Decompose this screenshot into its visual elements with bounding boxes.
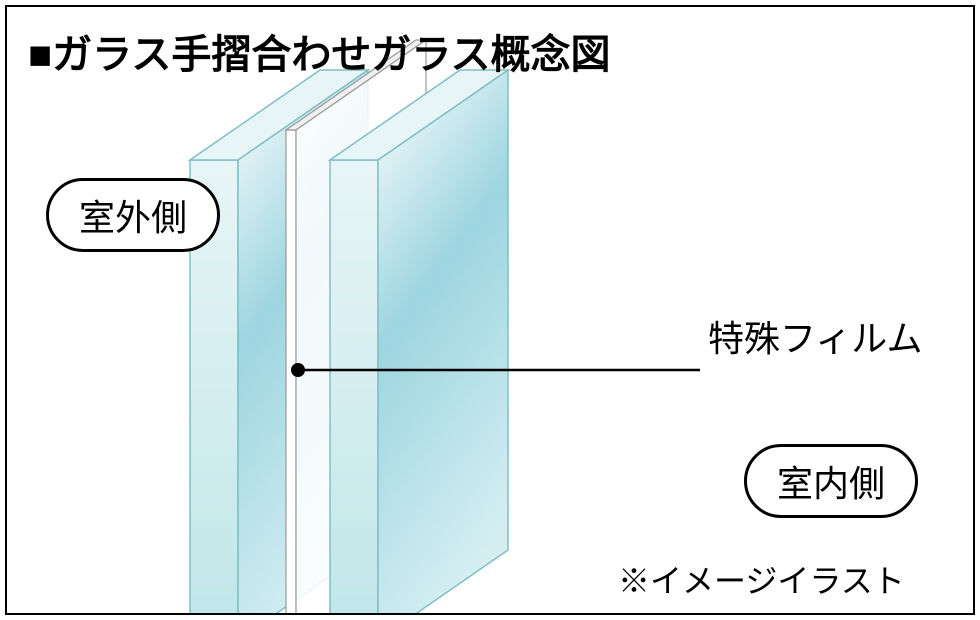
label-outside-pill: 室外側: [46, 178, 220, 252]
label-film: 特殊フィルム: [708, 310, 923, 362]
label-outside-text: 室外側: [79, 197, 187, 238]
diagram-title: ■ガラス手摺合わせガラス概念図: [28, 22, 611, 80]
label-inside-text: 室内側: [777, 463, 885, 504]
label-inside-pill: 室内側: [744, 444, 918, 518]
label-note: ※イメージイラスト: [618, 556, 905, 602]
